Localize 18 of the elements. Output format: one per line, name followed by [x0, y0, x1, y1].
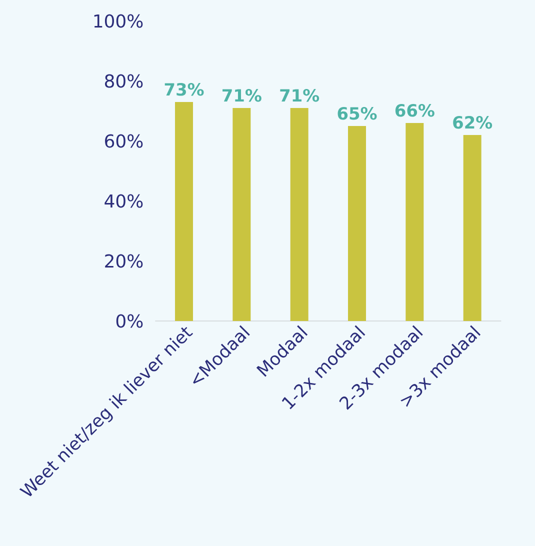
y-tick-label: 60%: [105, 134, 143, 148]
y-tick-label: 20%: [105, 254, 143, 268]
bar: [463, 134, 482, 321]
y-tick-label: 80%: [105, 74, 143, 88]
data-label: 65%: [338, 106, 377, 120]
y-tick-label: 40%: [104, 194, 143, 208]
data-label: 66%: [395, 104, 434, 117]
data-label: 71%: [222, 88, 262, 102]
bar: [406, 122, 424, 321]
y-tick-label: 100%: [94, 14, 143, 28]
y-tick-label: 0%: [116, 314, 143, 328]
data-label: 73%: [164, 82, 204, 96]
bar: [290, 108, 308, 321]
bar: [232, 108, 251, 321]
data-label: 62%: [453, 116, 492, 129]
bar: [348, 126, 366, 321]
bar: [175, 102, 193, 321]
data-label: 71%: [280, 88, 320, 102]
